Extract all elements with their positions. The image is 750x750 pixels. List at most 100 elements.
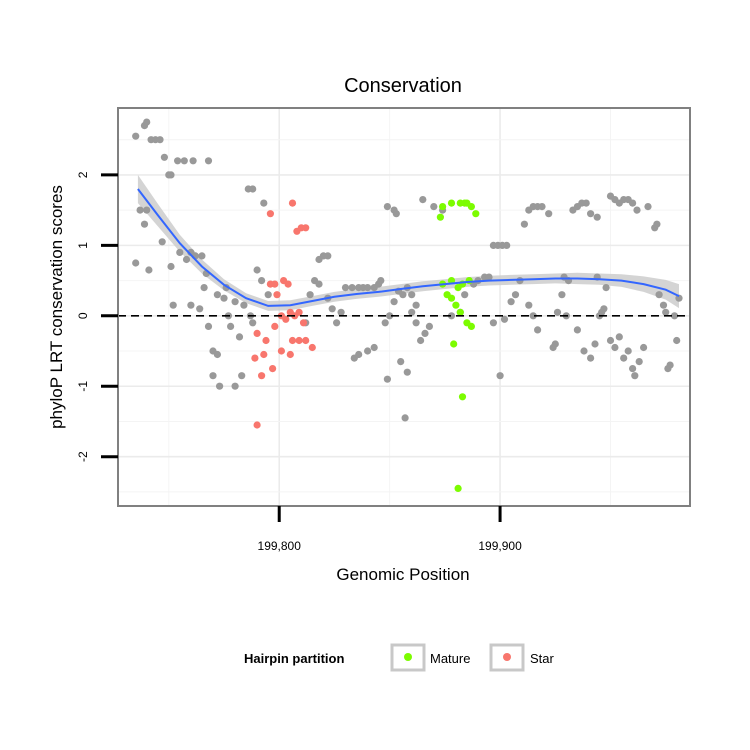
legend-title: Hairpin partition <box>244 651 344 666</box>
data-point-other <box>167 262 175 271</box>
data-point-other <box>355 350 363 359</box>
data-point-other <box>503 241 511 249</box>
data-point-other <box>408 291 416 299</box>
data-point-star <box>295 308 303 316</box>
data-point-other <box>238 372 246 380</box>
data-point-other <box>216 382 224 390</box>
data-point-other <box>324 252 332 260</box>
data-point-other <box>204 157 213 165</box>
x-axis-ticks: 199,800 199,900 <box>258 506 522 553</box>
y-axis-title: phyloP LRT conservation scores <box>47 185 66 429</box>
data-point-other <box>447 312 456 320</box>
data-point-star <box>308 343 316 352</box>
data-point-other <box>573 326 582 334</box>
loess-smooth-line <box>137 188 680 307</box>
data-point-star <box>302 336 310 345</box>
data-point-star <box>266 210 274 218</box>
data-point-other <box>180 157 188 165</box>
data-point-other <box>213 350 221 359</box>
data-point-other <box>231 298 239 306</box>
data-point-star <box>302 224 310 232</box>
data-point-other <box>558 291 566 299</box>
data-point-other <box>534 326 542 334</box>
data-point-mature <box>447 199 456 207</box>
data-point-mature <box>467 203 475 211</box>
data-point-other <box>620 354 628 362</box>
x-tick-label: 199,800 <box>258 539 302 553</box>
data-point-other <box>520 220 529 228</box>
data-point-other <box>160 153 168 161</box>
data-point-other <box>132 259 140 267</box>
data-point-other <box>587 354 595 362</box>
data-point-other <box>412 301 420 309</box>
data-point-other <box>386 312 394 320</box>
data-point-other <box>196 305 204 313</box>
data-point-other <box>381 319 389 327</box>
x-axis-title: Genomic Position <box>336 565 469 584</box>
data-point-other <box>136 206 144 214</box>
legend-swatch-mature <box>404 653 412 661</box>
data-point-other <box>213 291 221 299</box>
data-point-other <box>489 319 497 327</box>
data-point-other <box>496 372 504 380</box>
data-point-star <box>258 372 266 380</box>
data-point-other <box>662 308 670 316</box>
legend-swatch-star <box>503 653 511 661</box>
data-point-other <box>187 301 195 309</box>
data-point-star <box>284 280 292 288</box>
data-point-other <box>635 358 643 366</box>
data-point-other <box>673 336 681 345</box>
scatter-points-layer <box>132 118 683 492</box>
data-point-mature <box>472 210 480 218</box>
data-point-other <box>606 336 615 345</box>
data-point-other <box>602 284 610 292</box>
data-point-other <box>593 213 601 221</box>
data-point-other <box>417 336 425 345</box>
data-point-other <box>158 238 166 246</box>
data-point-other <box>675 294 683 302</box>
data-point-other <box>337 308 345 316</box>
grid-lines <box>118 108 690 506</box>
data-point-other <box>174 157 182 165</box>
data-point-mature <box>450 340 458 348</box>
data-point-other <box>611 343 619 352</box>
y-tick-label: 1 <box>76 242 90 249</box>
data-point-other <box>364 347 372 355</box>
data-point-other <box>333 319 341 327</box>
data-point-other <box>670 312 679 320</box>
data-point-star <box>271 280 279 288</box>
data-point-other <box>631 372 639 380</box>
data-point-mature <box>467 322 475 330</box>
data-point-other <box>143 118 151 126</box>
data-point-other <box>231 382 239 390</box>
data-point-other <box>615 333 623 341</box>
data-point-other <box>348 284 356 292</box>
data-point-other <box>553 308 562 316</box>
data-point-star <box>299 319 308 327</box>
data-point-other <box>598 308 606 316</box>
data-point-other <box>412 319 420 327</box>
data-point-other <box>551 340 559 348</box>
data-point-mature <box>452 301 460 309</box>
data-point-other <box>529 312 537 320</box>
data-point-mature <box>456 308 464 316</box>
data-point-other <box>401 414 409 422</box>
data-point-other <box>235 333 244 341</box>
data-point-star <box>288 336 297 345</box>
data-point-other <box>198 252 206 260</box>
data-point-other <box>640 343 648 352</box>
data-point-other <box>260 199 268 207</box>
data-point-mature <box>439 203 447 211</box>
data-point-other <box>659 301 668 309</box>
data-point-other <box>189 157 197 165</box>
data-point-other <box>145 266 153 274</box>
data-point-other <box>169 301 177 309</box>
data-point-star <box>260 350 268 359</box>
data-point-other <box>425 322 433 330</box>
data-point-other <box>176 248 184 256</box>
smooth-curve-layer <box>137 188 680 307</box>
data-point-other <box>408 308 416 316</box>
data-point-other <box>525 301 533 309</box>
data-point-other <box>587 210 595 218</box>
x-tick-label: 199,900 <box>478 539 522 553</box>
